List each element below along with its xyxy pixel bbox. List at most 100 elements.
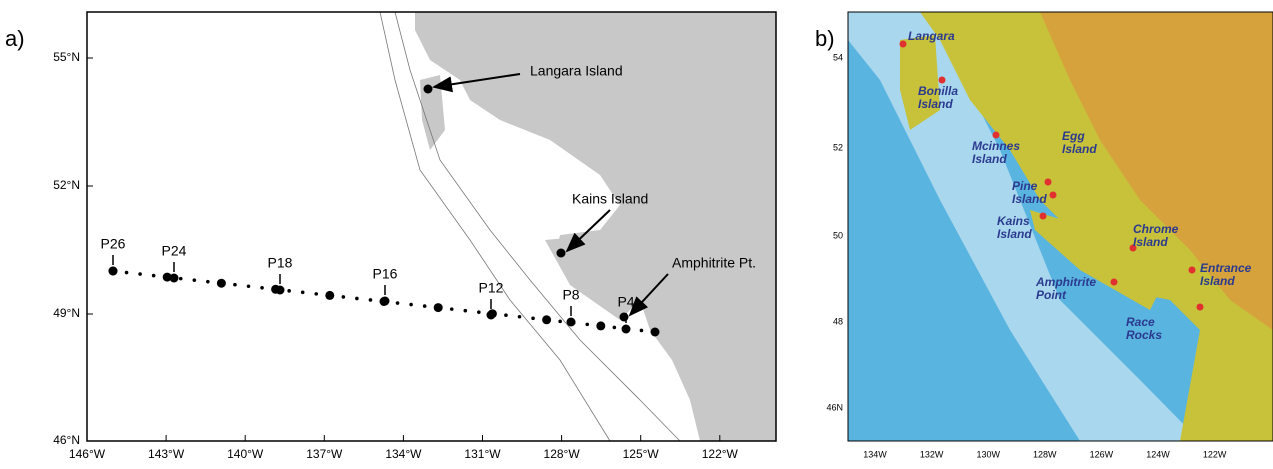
site-dot	[556, 248, 566, 258]
lon-label: 125°W	[623, 447, 660, 461]
site-label: Mcinnes Island	[972, 139, 1021, 166]
lon-label: 122°W	[702, 447, 739, 461]
station-label: P4	[617, 294, 634, 310]
station-dot	[463, 308, 468, 313]
lat-label: 50	[833, 230, 843, 240]
station-dot	[409, 302, 413, 307]
station-dot	[639, 328, 644, 333]
station-dot	[300, 290, 305, 295]
arrow	[628, 273, 669, 317]
lon-label: 134°W	[385, 447, 422, 461]
station-dot	[233, 282, 237, 287]
station-label: P18	[268, 255, 293, 271]
site-label: Egg Island	[1062, 129, 1097, 156]
lat-label: 55°N	[53, 50, 80, 64]
site-dot	[1110, 278, 1118, 286]
station-dot	[246, 284, 251, 289]
station-dot	[585, 322, 590, 327]
station-dot	[138, 272, 142, 276]
lon-label: 128°W	[544, 447, 581, 461]
site-dot	[1196, 303, 1204, 311]
station	[621, 324, 631, 334]
station-dot	[260, 285, 264, 290]
site-label: Entrance Island	[1200, 261, 1252, 288]
site-dot	[1039, 212, 1047, 220]
lat-label: 54	[833, 52, 843, 62]
lon-label: 134W	[863, 449, 887, 459]
site-dot	[423, 84, 433, 94]
land	[415, 12, 776, 441]
panel-label: a)	[5, 26, 25, 51]
panel-label: b)	[815, 26, 835, 51]
station-dot	[422, 304, 427, 308]
vancouver-island	[1030, 210, 1160, 310]
station-dot	[596, 321, 606, 331]
lat-label: 49°N	[53, 306, 80, 320]
lon-label: 126W	[1090, 449, 1114, 459]
site-label: Bonilla Island	[918, 84, 959, 111]
station	[169, 273, 179, 283]
lat-label: 48	[833, 316, 843, 326]
station-dot	[355, 296, 359, 301]
station-dot	[477, 310, 481, 314]
station	[566, 317, 576, 327]
site-label: Race Rocks	[1126, 315, 1163, 342]
lat-label: 46°N	[53, 433, 80, 447]
shelf	[848, 12, 1200, 441]
site-label: Pine Island	[1012, 179, 1047, 206]
lon-label: 143°W	[148, 447, 185, 461]
station-dot	[287, 289, 291, 293]
mountains	[1040, 12, 1273, 330]
lon-label: 128W	[1033, 449, 1057, 459]
lon-label: 131°W	[464, 447, 501, 461]
station-dot	[504, 313, 508, 318]
map-b-frame	[847, 11, 1273, 442]
station-dot	[162, 272, 172, 282]
station-dot	[531, 316, 535, 321]
station-dot	[517, 314, 522, 319]
station-dot	[542, 315, 552, 325]
station-label: P8	[562, 287, 579, 303]
lon-label: 130W	[976, 449, 1000, 459]
site-dot	[938, 76, 946, 84]
station-label: P26	[101, 236, 126, 252]
station-dot	[206, 279, 210, 284]
island	[420, 75, 445, 150]
station-dot	[151, 273, 156, 278]
site-dot	[1129, 244, 1137, 252]
map-a-frame	[86, 11, 777, 442]
station	[486, 310, 496, 320]
contour	[379, 11, 611, 442]
station-dot	[650, 327, 660, 337]
contour	[394, 11, 681, 442]
station-dot	[558, 319, 562, 324]
station-dot	[192, 278, 197, 282]
lon-label: 124W	[1146, 449, 1170, 459]
station-dot	[216, 278, 226, 288]
station-label: P16	[373, 266, 398, 282]
haida-gwaii	[900, 35, 940, 130]
annotation: Kains Island	[572, 191, 648, 207]
lat-label: 46N	[826, 402, 843, 412]
lon-label: 137°W	[306, 447, 343, 461]
station-dot	[124, 270, 129, 275]
station	[108, 266, 118, 276]
station	[380, 296, 390, 306]
annotation: Langara Island	[530, 63, 623, 79]
station-dot	[341, 295, 346, 299]
site-dot	[1188, 266, 1196, 274]
site-dot	[1044, 178, 1052, 186]
site-dot	[1049, 191, 1057, 199]
arrow	[565, 209, 611, 253]
lon-label: 140°W	[227, 447, 264, 461]
station-dot	[314, 292, 319, 296]
lon-label: 146°W	[69, 447, 106, 461]
site-label: Amphitrite Point	[1036, 275, 1096, 302]
station-dot	[325, 290, 335, 300]
lat-label: 52	[833, 142, 843, 152]
site-label: Langara	[908, 29, 955, 43]
station-dot	[449, 307, 454, 311]
station-label: P24	[162, 243, 187, 259]
